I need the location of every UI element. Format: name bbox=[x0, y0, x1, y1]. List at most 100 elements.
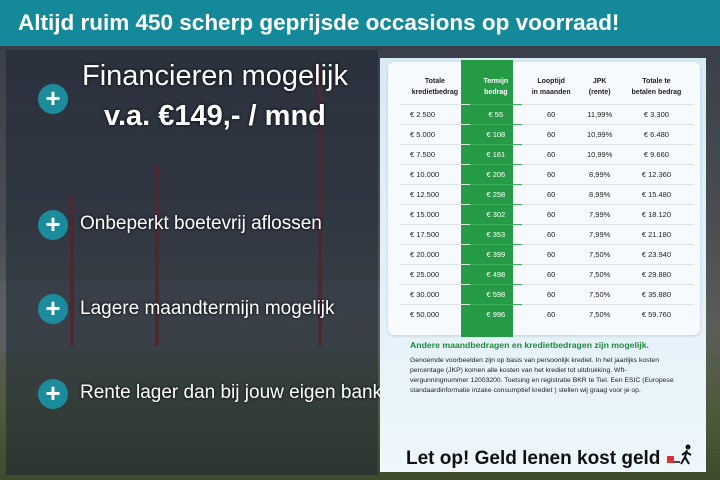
table-row: € 25.000 € 498 60 7,50% € 29.880 bbox=[400, 263, 694, 284]
table-cell: € 498 bbox=[469, 263, 522, 284]
table-cell: € 15.480 bbox=[618, 183, 694, 204]
headline: Financieren mogelijk bbox=[82, 60, 348, 92]
header-line: JPK bbox=[592, 77, 607, 85]
warning-text: Let op! Geld lenen kost geld bbox=[406, 448, 661, 469]
left-overlay bbox=[6, 50, 378, 475]
table-cell: 7,50% bbox=[580, 263, 619, 284]
table-cell: € 55 bbox=[469, 103, 522, 124]
table-row: € 15.000 € 302 60 7,99% € 18.120 bbox=[400, 203, 694, 224]
header-line: Looptijd bbox=[537, 77, 565, 85]
column-header: Looptijd in maanden bbox=[522, 70, 581, 104]
header-line: betalen bedrag bbox=[631, 88, 682, 96]
banner-title: Altijd ruim 450 scherp geprijsde occasio… bbox=[0, 0, 720, 46]
table-cell: 60 bbox=[521, 103, 581, 124]
table-cell: € 12.500 bbox=[400, 183, 470, 204]
table-cell: 7,50% bbox=[580, 303, 619, 324]
table-row: € 17.500 € 353 60 7,99% € 21.180 bbox=[400, 223, 694, 244]
table-cell: 60 bbox=[521, 203, 581, 224]
warning: Let op! Geld lenen kost geld bbox=[406, 444, 696, 470]
table-cell: € 59.760 bbox=[618, 303, 694, 324]
column-header: Totale kredietbedrag bbox=[400, 70, 470, 104]
header-line: kredietbedrag bbox=[411, 88, 459, 96]
table-cell: € 50.000 bbox=[400, 303, 470, 324]
table-cell: € 35.880 bbox=[618, 283, 694, 304]
table-cell: 60 bbox=[521, 223, 581, 244]
finance-table: Totale kredietbedrag Termijn bedrag Looptijd… bbox=[400, 70, 694, 324]
table-cell: 60 bbox=[521, 283, 581, 304]
table-cell: 7,99% bbox=[580, 203, 619, 224]
table-cell: € 5.000 bbox=[400, 123, 470, 144]
plus-icon: + bbox=[38, 210, 68, 240]
feature-1: Onbeperkt boetevrij aflossen bbox=[80, 213, 322, 234]
table-cell: € 9.660 bbox=[618, 143, 694, 164]
table-cell: 60 bbox=[521, 183, 581, 204]
table-cell: € 302 bbox=[469, 203, 522, 224]
table-row: € 10.000 € 206 60 8,99% € 12.360 bbox=[400, 163, 694, 184]
feature-3: Rente lager dan bij jouw eigen bank bbox=[80, 382, 383, 403]
table-cell: 60 bbox=[521, 163, 581, 184]
finance-panel: Totale kredietbedrag Termijn bedrag Looptijd… bbox=[380, 58, 706, 472]
table-cell: 10,99% bbox=[580, 143, 619, 164]
table-body: € 2.500 € 55 60 11,99% € 3.300 € 5.000 € 108 60… bbox=[400, 103, 694, 324]
column-header: JPK (rente) bbox=[581, 70, 619, 104]
table-row: € 12.500 € 258 60 8,99% € 15.480 bbox=[400, 183, 694, 204]
table-cell: € 29.880 bbox=[618, 263, 694, 284]
header-line: Totale te bbox=[642, 77, 671, 85]
table-header-row: Totale kredietbedrag Termijn bedrag Looptijd… bbox=[400, 70, 694, 104]
table-cell: € 2.500 bbox=[400, 103, 470, 124]
plus-icon: + bbox=[38, 84, 68, 114]
finance-table-card: Totale kredietbedrag Termijn bedrag Looptijd… bbox=[388, 60, 700, 337]
table-cell: € 258 bbox=[469, 183, 522, 204]
table-row: € 20.000 € 399 60 7,50% € 23.940 bbox=[400, 243, 694, 264]
table-cell: € 10.000 bbox=[400, 163, 470, 184]
table-cell: € 161 bbox=[469, 143, 522, 164]
table-cell: 60 bbox=[521, 303, 581, 324]
table-cell: € 20.000 bbox=[400, 243, 470, 264]
table-cell: 7,50% bbox=[580, 283, 619, 304]
table-cell: 8,99% bbox=[580, 183, 619, 204]
table-cell: € 18.120 bbox=[618, 203, 694, 224]
feature-2: Lagere maandtermijn mogelijk bbox=[80, 298, 335, 319]
table-cell: 10,99% bbox=[580, 123, 619, 144]
table-cell: € 30.000 bbox=[400, 283, 470, 304]
table-cell: € 21.180 bbox=[618, 223, 694, 244]
table-cell: € 15.000 bbox=[400, 203, 470, 224]
header-line: Termijn bbox=[483, 77, 509, 85]
table-cell: € 6.480 bbox=[618, 123, 694, 144]
note-heading: Andere maandbedragen en kredietbedragen … bbox=[410, 340, 649, 350]
column-header: Termijn bedrag bbox=[470, 70, 522, 104]
header-line: Totale bbox=[424, 77, 445, 85]
table-cell: € 7.500 bbox=[400, 143, 470, 164]
table-cell: € 399 bbox=[469, 243, 522, 264]
table-cell: € 206 bbox=[469, 163, 522, 184]
table-row: € 5.000 € 108 60 10,99% € 6.480 bbox=[400, 123, 694, 144]
header-line: (rente) bbox=[588, 88, 611, 96]
plus-icon: + bbox=[38, 379, 68, 409]
note-body: Genoemde voorbeelden zijn op basis van p… bbox=[410, 357, 674, 394]
table-cell: € 108 bbox=[469, 123, 522, 144]
table-cell: 8,99% bbox=[580, 163, 619, 184]
table-cell: € 12.360 bbox=[618, 163, 694, 184]
walking-person-icon bbox=[666, 444, 692, 465]
table-cell: 11,99% bbox=[580, 103, 619, 124]
table-cell: € 17.500 bbox=[400, 223, 470, 244]
column-header: Totale te betalen bedrag bbox=[619, 70, 694, 104]
table-row: € 30.000 € 598 60 7,50% € 35.880 bbox=[400, 283, 694, 304]
table-cell: € 25.000 bbox=[400, 263, 470, 284]
header-line: in maanden bbox=[531, 88, 571, 96]
table-row: € 50.000 € 996 60 7,50% € 59.760 bbox=[400, 303, 694, 324]
table-cell: 60 bbox=[521, 143, 581, 164]
table-cell: 7,50% bbox=[580, 243, 619, 264]
table-cell: € 23.940 bbox=[618, 243, 694, 264]
price-subline: v.a. €149,- / mnd bbox=[104, 100, 326, 132]
table-cell: € 3.300 bbox=[618, 103, 694, 124]
header-line: bedrag bbox=[484, 88, 508, 96]
plus-icon: + bbox=[38, 294, 68, 324]
table-cell: € 996 bbox=[469, 303, 522, 324]
table-row: € 2.500 € 55 60 11,99% € 3.300 bbox=[400, 103, 694, 124]
table-cell: 60 bbox=[521, 263, 581, 284]
table-cell: € 353 bbox=[469, 223, 522, 244]
table-cell: 60 bbox=[521, 123, 581, 144]
table-cell: 7,99% bbox=[580, 223, 619, 244]
table-cell: 60 bbox=[521, 243, 581, 264]
